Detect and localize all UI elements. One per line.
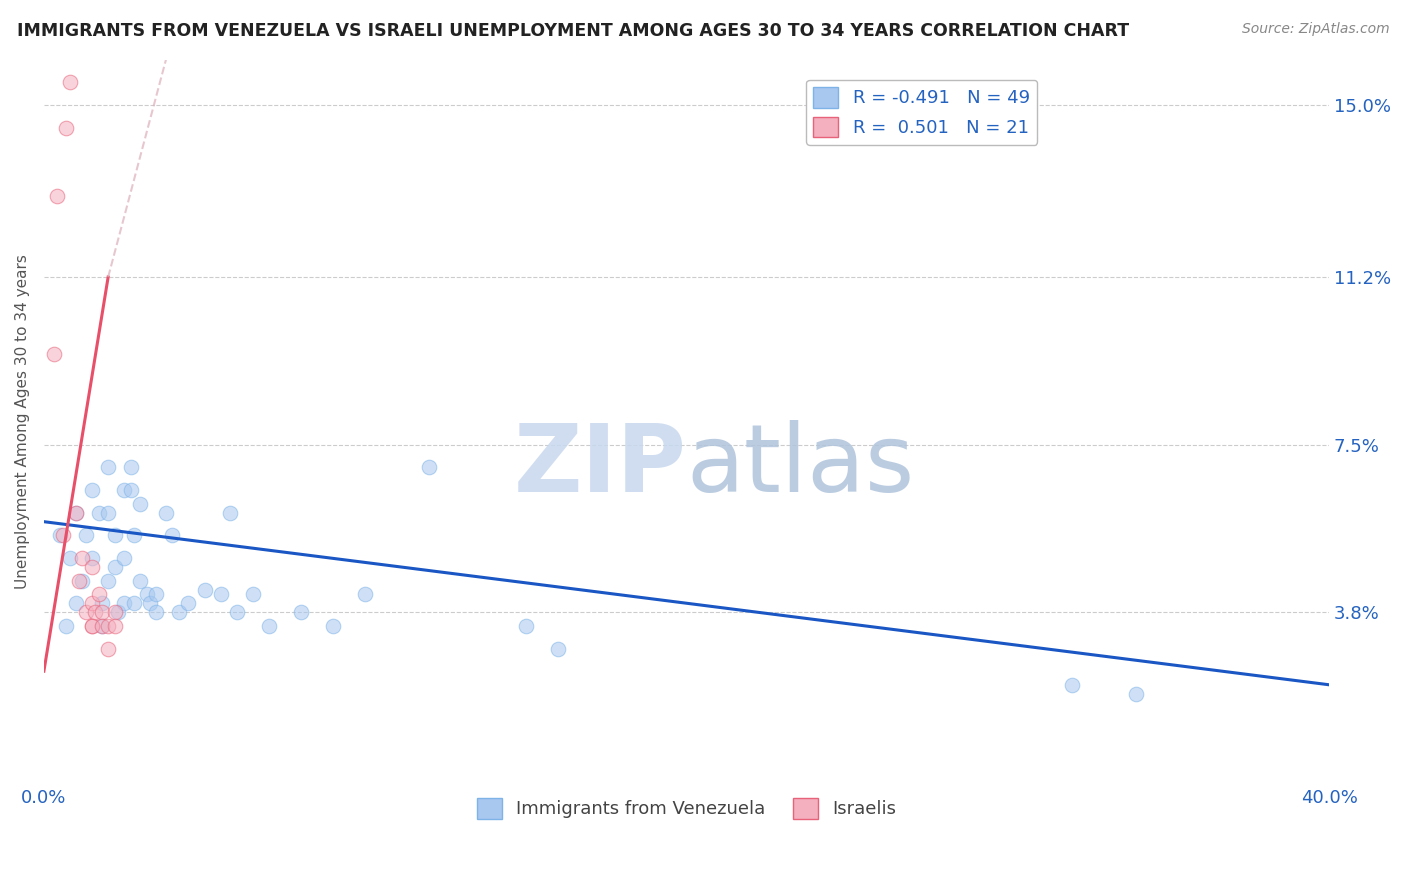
Point [120, 483, 142, 497]
Point [219, 506, 242, 520]
Point [80, 619, 103, 633]
Point [55, 619, 77, 633]
Legend: Immigrants from Venezuela, Israelis: Immigrants from Venezuela, Israelis [470, 791, 904, 826]
Point [290, 605, 312, 619]
Point [112, 596, 135, 610]
Point [122, 528, 145, 542]
Point [120, 460, 142, 475]
Point [80, 596, 103, 610]
Point [129, 574, 152, 588]
Point [122, 596, 145, 610]
Point [80, 560, 103, 574]
Point [103, 605, 125, 619]
Point [418, 460, 440, 475]
Point [1125, 687, 1147, 701]
Point [49, 528, 72, 542]
Point [193, 582, 215, 597]
Point [135, 587, 157, 601]
Point [547, 641, 569, 656]
Point [90, 596, 112, 610]
Text: IMMIGRANTS FROM VENEZUELA VS ISRAELI UNEMPLOYMENT AMONG AGES 30 TO 34 YEARS CORR: IMMIGRANTS FROM VENEZUELA VS ISRAELI UNE… [17, 22, 1129, 40]
Point [97, 641, 120, 656]
Point [322, 619, 344, 633]
Point [72, 550, 94, 565]
Text: Source: ZipAtlas.com: Source: ZipAtlas.com [1241, 22, 1389, 37]
Point [45, 188, 67, 202]
Point [515, 619, 537, 633]
Text: ZIP: ZIP [513, 419, 686, 511]
Point [112, 483, 135, 497]
Point [257, 619, 280, 633]
Point [103, 528, 125, 542]
Point [139, 596, 162, 610]
Point [97, 619, 120, 633]
Point [80, 619, 103, 633]
Point [155, 506, 177, 520]
Point [55, 120, 77, 135]
Point [354, 587, 377, 601]
Point [67, 574, 90, 588]
Point [97, 506, 120, 520]
Point [65, 596, 87, 610]
Point [58, 550, 80, 565]
Y-axis label: Unemployment Among Ages 30 to 34 years: Unemployment Among Ages 30 to 34 years [15, 254, 30, 590]
Text: atlas: atlas [686, 419, 915, 511]
Point [225, 605, 247, 619]
Point [103, 619, 125, 633]
Point [75, 528, 97, 542]
Point [80, 550, 103, 565]
Point [107, 605, 129, 619]
Point [84, 605, 107, 619]
Point [65, 506, 87, 520]
Point [97, 574, 120, 588]
Point [242, 587, 264, 601]
Point [42, 347, 65, 361]
Point [80, 483, 103, 497]
Point [97, 460, 120, 475]
Point [129, 497, 152, 511]
Point [72, 574, 94, 588]
Point [145, 587, 167, 601]
Point [145, 605, 167, 619]
Point [177, 596, 200, 610]
Point [58, 75, 80, 89]
Point [112, 550, 135, 565]
Point [52, 528, 75, 542]
Point [90, 619, 112, 633]
Point [1060, 678, 1083, 692]
Point [103, 560, 125, 574]
Point [90, 619, 112, 633]
Point [75, 605, 97, 619]
Point [65, 506, 87, 520]
Point [162, 528, 184, 542]
Point [209, 587, 232, 601]
Point [87, 587, 110, 601]
Point [90, 605, 112, 619]
Point [167, 605, 190, 619]
Point [87, 506, 110, 520]
